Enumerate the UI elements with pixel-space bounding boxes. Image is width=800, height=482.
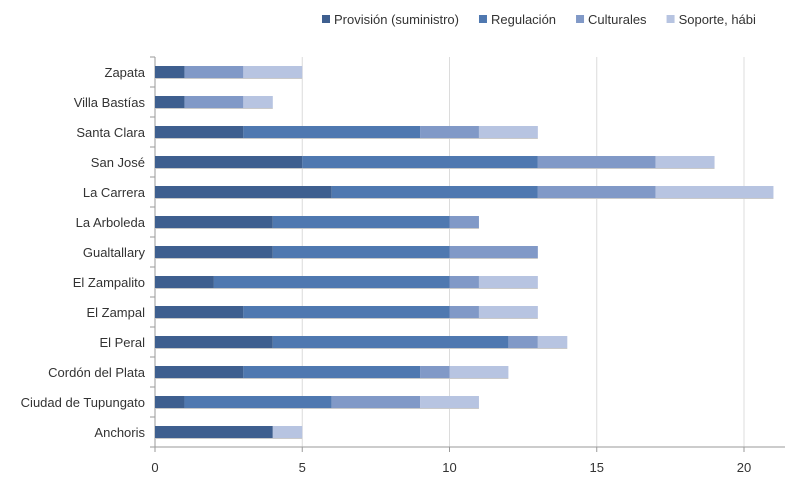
bar-segment xyxy=(508,336,538,348)
y-tick-label: Anchoris xyxy=(94,425,145,440)
bar-segment xyxy=(302,156,538,168)
bar-segment xyxy=(155,366,244,378)
y-tick-label: Cordón del Plata xyxy=(48,365,146,380)
legend-swatch xyxy=(322,15,330,23)
bar-segment xyxy=(184,96,244,108)
bar-segment xyxy=(155,396,185,408)
legend-label: Soporte, hábi xyxy=(679,12,756,27)
bar-segment xyxy=(478,126,538,138)
y-tick-label: El Zampalito xyxy=(73,275,145,290)
bar-segment xyxy=(243,366,421,378)
y-tick-label: Santa Clara xyxy=(76,125,145,140)
bar-segment xyxy=(155,96,185,108)
x-tick-label: 15 xyxy=(590,460,604,475)
bar-segment xyxy=(272,246,450,258)
bar-segment xyxy=(420,126,479,138)
bar-segment xyxy=(155,156,303,168)
legend-label: Culturales xyxy=(588,12,647,27)
bar-segment xyxy=(213,276,450,288)
bar-segment xyxy=(184,396,332,408)
bar-segment xyxy=(449,276,479,288)
bar-segment xyxy=(272,216,450,228)
bar-segment xyxy=(331,186,538,198)
bar-segment xyxy=(478,276,538,288)
bar-segment xyxy=(272,336,509,348)
bar-segment xyxy=(449,366,509,378)
bar-segment xyxy=(155,216,273,228)
bar-segment xyxy=(155,126,244,138)
bar-segment xyxy=(155,306,244,318)
bar-segment xyxy=(655,186,774,198)
bar-segment xyxy=(155,246,273,258)
bar-segment xyxy=(155,336,273,348)
bar-segment xyxy=(243,96,273,108)
bar-segment xyxy=(155,276,214,288)
bar-segment xyxy=(155,186,332,198)
bar-segment xyxy=(449,306,479,318)
bar-segment xyxy=(155,66,185,78)
x-tick-label: 10 xyxy=(442,460,456,475)
bar-segment xyxy=(243,126,421,138)
bar-segment xyxy=(537,156,656,168)
bar-segment xyxy=(478,306,538,318)
bar-segment xyxy=(449,216,479,228)
legend-swatch xyxy=(478,15,487,23)
bar-segment xyxy=(420,366,450,378)
x-tick-label: 20 xyxy=(737,460,751,475)
legend-label: Provisión (suministro) xyxy=(334,12,459,27)
bar-segment xyxy=(449,246,538,258)
bar-segment xyxy=(537,186,656,198)
y-tick-label: Villa Bastías xyxy=(74,95,146,110)
bar-segment xyxy=(272,426,303,438)
y-tick-label: Ciudad de Tupungato xyxy=(21,395,145,410)
bar-segment xyxy=(420,396,479,408)
bar-segment xyxy=(655,156,715,168)
y-tick-label: Gualtallary xyxy=(83,245,146,260)
bar-segment xyxy=(155,426,273,438)
bar-segment xyxy=(331,396,421,408)
y-tick-label: La Arboleda xyxy=(76,215,146,230)
legend-swatch xyxy=(576,15,585,23)
y-tick-label: San José xyxy=(91,155,145,170)
bar-segment xyxy=(243,66,303,78)
x-tick-label: 0 xyxy=(151,460,158,475)
y-tick-label: Zapata xyxy=(105,65,146,80)
x-tick-label: 5 xyxy=(299,460,306,475)
legend-swatch xyxy=(666,15,675,23)
y-tick-label: El Peral xyxy=(99,335,145,350)
bar-segment xyxy=(537,336,568,348)
y-tick-label: La Carrera xyxy=(83,185,146,200)
legend-label: Regulación xyxy=(491,12,556,27)
bar-segment xyxy=(243,306,450,318)
bar-segment xyxy=(184,66,244,78)
y-tick-label: El Zampal xyxy=(86,305,145,320)
